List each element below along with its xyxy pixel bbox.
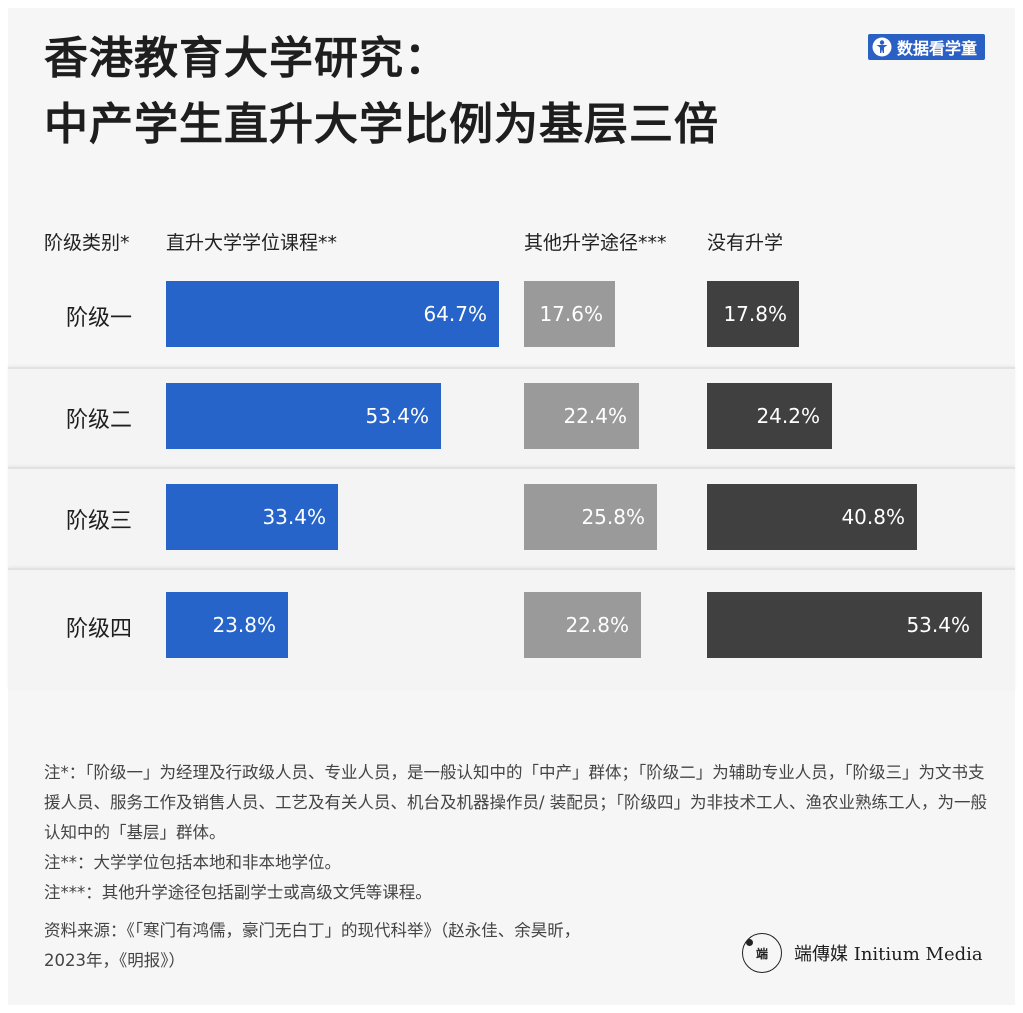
source-citation: 资料来源：《「寒门有鸿儒，豪门无白丁」的现代科举》（赵永佳、余昊昕， 2023年… (44, 916, 724, 976)
bar-1-2: 53.4% (166, 383, 441, 449)
title-line-2: 中产学生直升大学比例为基层三倍 (44, 99, 719, 150)
bar-value-label: 64.7% (423, 302, 487, 326)
category-label: 阶级三 (66, 509, 133, 534)
row-band (8, 367, 1015, 467)
source-line-2: 2023年，《明报》） (44, 951, 185, 970)
footnote-3: 注***：其他升学途径包括副学士或高级文凭等课程。 (44, 883, 432, 902)
bar-3-3: 40.8% (707, 484, 917, 550)
brand-badge: 数据看学童 (867, 34, 985, 60)
publisher-logo: 端 端傳媒 Initium Media (742, 933, 983, 973)
bar-value-label: 53.4% (365, 404, 429, 428)
logo-name: 端傳媒 Initium Media (794, 944, 983, 965)
chart-title: 香港教育大学研究： 中产学生直升大学比例为基层三倍 (44, 26, 719, 158)
category-label: 阶级二 (66, 408, 133, 433)
category-label: 阶级一 (66, 306, 133, 331)
bar-value-label: 33.4% (262, 505, 326, 529)
bar-2-3: 25.8% (524, 484, 657, 550)
bar-value-label: 17.6% (539, 302, 603, 326)
source-line-1: 资料来源：《「寒门有鸿儒，豪门无白丁」的现代科举》（赵永佳、余昊昕， (44, 921, 581, 940)
series-header-2: 其他升学途径*** (524, 232, 667, 254)
bar-3-4: 53.4% (707, 592, 982, 658)
person-icon (872, 37, 892, 57)
bar-value-label: 17.8% (723, 302, 787, 326)
bar-value-label: 24.2% (756, 404, 820, 428)
bar-value-label: 22.8% (565, 613, 629, 637)
category-label: 阶级四 (66, 617, 133, 642)
bar-3-2: 24.2% (707, 383, 832, 449)
logo-dot (746, 939, 753, 946)
bar-value-label: 22.4% (563, 404, 627, 428)
series-header-1: 直升大学学位课程** (166, 232, 338, 254)
bar-2-4: 22.8% (524, 592, 641, 658)
bar-value-label: 40.8% (841, 505, 905, 529)
bar-value-label: 23.8% (212, 613, 276, 637)
category-header: 阶级类别* (44, 232, 130, 254)
logo-mark-text: 端 (755, 946, 768, 961)
series-header-3: 没有升学 (707, 232, 784, 254)
logo-mark: 端 (742, 933, 782, 973)
bar-2-2: 22.4% (524, 383, 639, 449)
brand-label: 数据看学童 (896, 39, 977, 58)
bar-1-3: 33.4% (166, 484, 338, 550)
bar-value-label: 53.4% (906, 613, 970, 637)
bar-1-1: 64.7% (166, 281, 499, 347)
footnote-1: 注*：「阶级一」为经理及行政级人员、专业人员，是一般认知中的「中产」群体；「阶级… (44, 763, 988, 842)
footnote-2: 注**：大学学位包括本地和非本地学位。 (44, 853, 341, 872)
footnotes: 注*：「阶级一」为经理及行政级人员、专业人员，是一般认知中的「中产」群体；「阶级… (44, 758, 989, 908)
bar-value-label: 25.8% (581, 505, 645, 529)
title-line-1: 香港教育大学研究： (44, 33, 449, 84)
bar-2-1: 17.6% (524, 281, 615, 347)
bar-1-4: 23.8% (166, 592, 288, 658)
bar-3-1: 17.8% (707, 281, 799, 347)
